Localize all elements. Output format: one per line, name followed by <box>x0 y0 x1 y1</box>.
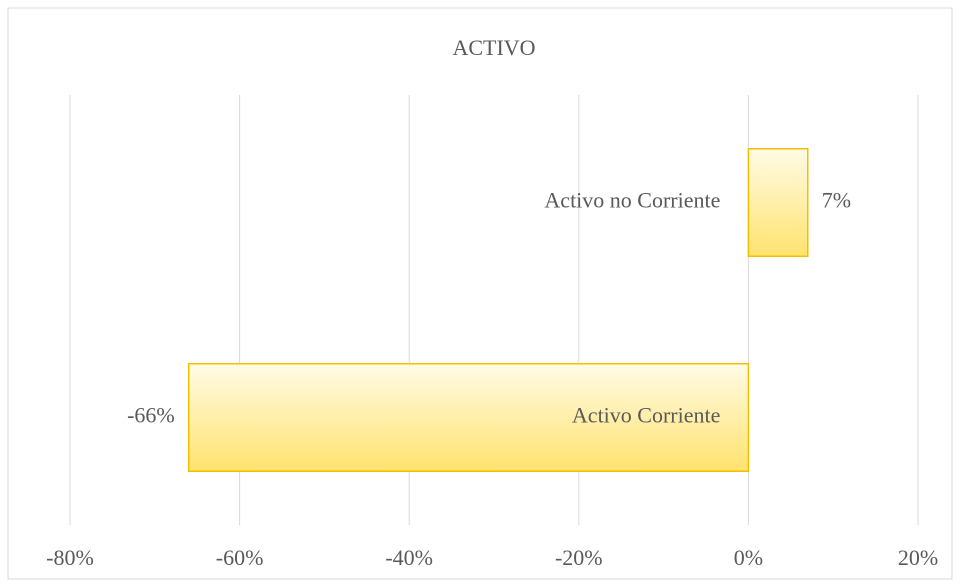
chart-title: ACTIVO <box>452 35 535 60</box>
data-label: -66% <box>127 403 175 428</box>
category-label: Activo Corriente <box>572 403 720 428</box>
x-tick-label: -60% <box>216 545 264 570</box>
bar <box>187 363 750 472</box>
x-tick-label: -40% <box>385 545 433 570</box>
x-tick-label: -80% <box>46 545 94 570</box>
x-tick-label: 20% <box>898 545 938 570</box>
x-tick-label: -20% <box>555 545 603 570</box>
x-tick-label: 0% <box>734 545 763 570</box>
chart-border <box>7 7 953 580</box>
data-label: 7% <box>822 188 851 213</box>
category-label: Activo no Corriente <box>544 188 720 213</box>
bar <box>747 148 809 257</box>
